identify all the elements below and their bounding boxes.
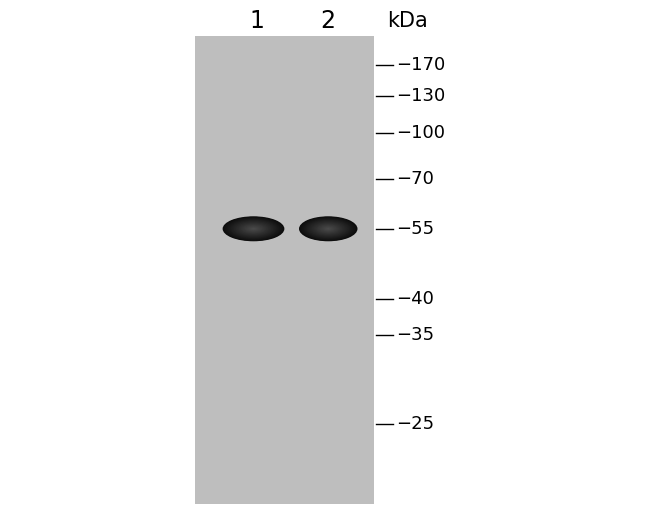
Ellipse shape: [237, 223, 270, 235]
Ellipse shape: [324, 227, 333, 231]
Ellipse shape: [304, 218, 353, 239]
Ellipse shape: [305, 219, 352, 239]
Ellipse shape: [314, 223, 343, 235]
Text: −70: −70: [396, 171, 434, 188]
Ellipse shape: [247, 226, 260, 231]
Ellipse shape: [306, 219, 350, 238]
Text: −100: −100: [396, 124, 445, 141]
Text: −170: −170: [396, 56, 446, 74]
Text: kDa: kDa: [387, 11, 428, 31]
Ellipse shape: [318, 224, 339, 233]
Ellipse shape: [309, 221, 347, 237]
Ellipse shape: [252, 228, 255, 229]
Ellipse shape: [244, 225, 263, 233]
Ellipse shape: [322, 226, 334, 231]
Ellipse shape: [222, 216, 285, 241]
Ellipse shape: [240, 223, 267, 235]
Ellipse shape: [319, 225, 337, 233]
Ellipse shape: [248, 227, 259, 231]
Ellipse shape: [326, 228, 331, 230]
Ellipse shape: [225, 217, 282, 240]
Text: −55: −55: [396, 220, 435, 238]
Ellipse shape: [235, 222, 272, 236]
Ellipse shape: [307, 220, 349, 238]
Ellipse shape: [250, 227, 257, 230]
Ellipse shape: [300, 217, 356, 241]
Ellipse shape: [239, 223, 268, 235]
Text: −35: −35: [396, 327, 435, 344]
Text: −130: −130: [396, 87, 446, 105]
Ellipse shape: [224, 217, 283, 241]
Ellipse shape: [231, 220, 276, 238]
Ellipse shape: [317, 224, 340, 234]
Ellipse shape: [313, 223, 343, 235]
Ellipse shape: [302, 218, 354, 240]
Ellipse shape: [321, 226, 335, 232]
Ellipse shape: [233, 220, 274, 237]
Ellipse shape: [241, 224, 266, 234]
Ellipse shape: [312, 222, 344, 236]
Ellipse shape: [226, 218, 281, 240]
Ellipse shape: [245, 225, 262, 232]
Ellipse shape: [236, 222, 271, 236]
Text: 2: 2: [320, 9, 336, 33]
Ellipse shape: [234, 221, 273, 237]
Ellipse shape: [325, 227, 332, 230]
Ellipse shape: [246, 226, 261, 232]
Ellipse shape: [320, 225, 337, 232]
Ellipse shape: [311, 222, 346, 236]
Ellipse shape: [308, 220, 348, 237]
Ellipse shape: [242, 224, 265, 233]
Ellipse shape: [227, 218, 280, 239]
Ellipse shape: [315, 223, 341, 235]
Ellipse shape: [230, 219, 277, 238]
Text: 1: 1: [250, 9, 264, 33]
Ellipse shape: [327, 228, 330, 229]
Ellipse shape: [229, 219, 278, 239]
Text: −25: −25: [396, 415, 435, 433]
Ellipse shape: [251, 228, 256, 230]
Text: −40: −40: [396, 290, 434, 308]
Bar: [195, 36, 374, 504]
Ellipse shape: [302, 217, 355, 240]
Ellipse shape: [299, 216, 358, 241]
